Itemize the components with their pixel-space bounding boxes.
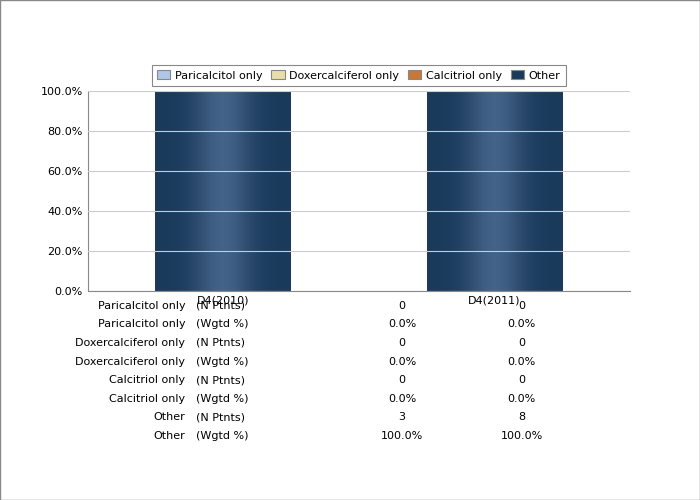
Text: (Wgtd %): (Wgtd %) [196, 430, 248, 440]
Text: 8: 8 [518, 412, 525, 422]
Text: (N Ptnts): (N Ptnts) [196, 338, 245, 348]
Text: Calcitriol only: Calcitriol only [109, 375, 185, 385]
Text: Other: Other [153, 412, 185, 422]
Text: 0.0%: 0.0% [508, 320, 536, 330]
Text: (N Ptnts): (N Ptnts) [196, 375, 245, 385]
Text: Doxercalciferol only: Doxercalciferol only [75, 356, 185, 366]
Text: (N Ptnts): (N Ptnts) [196, 412, 245, 422]
Text: 0: 0 [399, 301, 406, 311]
Text: (Wgtd %): (Wgtd %) [196, 394, 248, 404]
Legend: Paricalcitol only, Doxercalciferol only, Calcitriol only, Other: Paricalcitol only, Doxercalciferol only,… [152, 64, 566, 86]
Text: 0.0%: 0.0% [508, 394, 536, 404]
Text: Paricalcitol only: Paricalcitol only [97, 301, 185, 311]
Text: 0.0%: 0.0% [388, 394, 416, 404]
Text: (Wgtd %): (Wgtd %) [196, 356, 248, 366]
Text: 100.0%: 100.0% [500, 430, 542, 440]
Text: 0: 0 [399, 338, 406, 348]
Text: 0: 0 [518, 375, 525, 385]
Text: 0: 0 [518, 338, 525, 348]
Text: Paricalcitol only: Paricalcitol only [97, 320, 185, 330]
Text: 0.0%: 0.0% [388, 320, 416, 330]
Text: (Wgtd %): (Wgtd %) [196, 320, 248, 330]
Text: 3: 3 [399, 412, 406, 422]
Text: Other: Other [153, 430, 185, 440]
Text: Calcitriol only: Calcitriol only [109, 394, 185, 404]
Text: 0.0%: 0.0% [508, 356, 536, 366]
Text: 0: 0 [399, 375, 406, 385]
Text: Doxercalciferol only: Doxercalciferol only [75, 338, 185, 348]
Text: 100.0%: 100.0% [381, 430, 424, 440]
Text: (N Ptnts): (N Ptnts) [196, 301, 245, 311]
Text: 0: 0 [518, 301, 525, 311]
Text: 0.0%: 0.0% [388, 356, 416, 366]
